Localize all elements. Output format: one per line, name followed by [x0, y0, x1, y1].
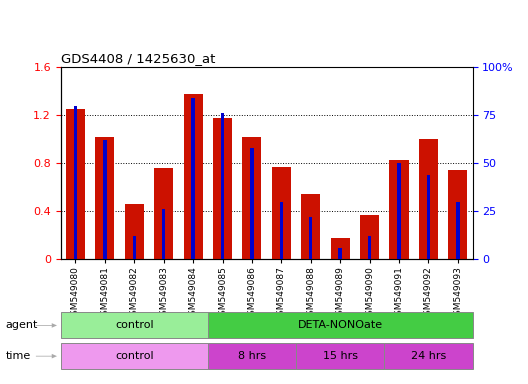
Text: agent: agent: [5, 320, 37, 331]
Bar: [427, 175, 430, 259]
Bar: [272, 167, 291, 259]
Bar: [384, 343, 473, 369]
Text: control: control: [115, 320, 154, 331]
Bar: [338, 248, 342, 259]
Bar: [301, 194, 320, 259]
Bar: [191, 98, 195, 259]
Bar: [74, 106, 77, 259]
Bar: [448, 170, 467, 259]
Text: 15 hrs: 15 hrs: [323, 351, 357, 361]
Bar: [213, 118, 232, 259]
Bar: [221, 113, 224, 259]
Bar: [296, 343, 384, 369]
Text: GDS4408 / 1425630_at: GDS4408 / 1425630_at: [61, 51, 215, 65]
Bar: [368, 236, 371, 259]
Bar: [66, 109, 85, 259]
Text: DETA-NONOate: DETA-NONOate: [298, 320, 383, 331]
Bar: [61, 313, 208, 338]
Text: time: time: [5, 351, 31, 361]
Bar: [184, 94, 203, 259]
Bar: [419, 139, 438, 259]
Bar: [280, 202, 283, 259]
Bar: [397, 163, 401, 259]
Bar: [331, 238, 350, 259]
Bar: [250, 148, 253, 259]
Bar: [95, 137, 115, 259]
Bar: [154, 168, 173, 259]
Bar: [242, 137, 261, 259]
Bar: [133, 236, 136, 259]
Bar: [309, 217, 313, 259]
Bar: [61, 343, 208, 369]
Bar: [390, 160, 409, 259]
Bar: [103, 140, 107, 259]
Text: 8 hrs: 8 hrs: [238, 351, 266, 361]
Bar: [456, 202, 459, 259]
Bar: [360, 215, 379, 259]
Bar: [162, 209, 165, 259]
Text: 24 hrs: 24 hrs: [411, 351, 446, 361]
Bar: [208, 313, 473, 338]
Bar: [208, 343, 296, 369]
Bar: [125, 204, 144, 259]
Text: control: control: [115, 351, 154, 361]
